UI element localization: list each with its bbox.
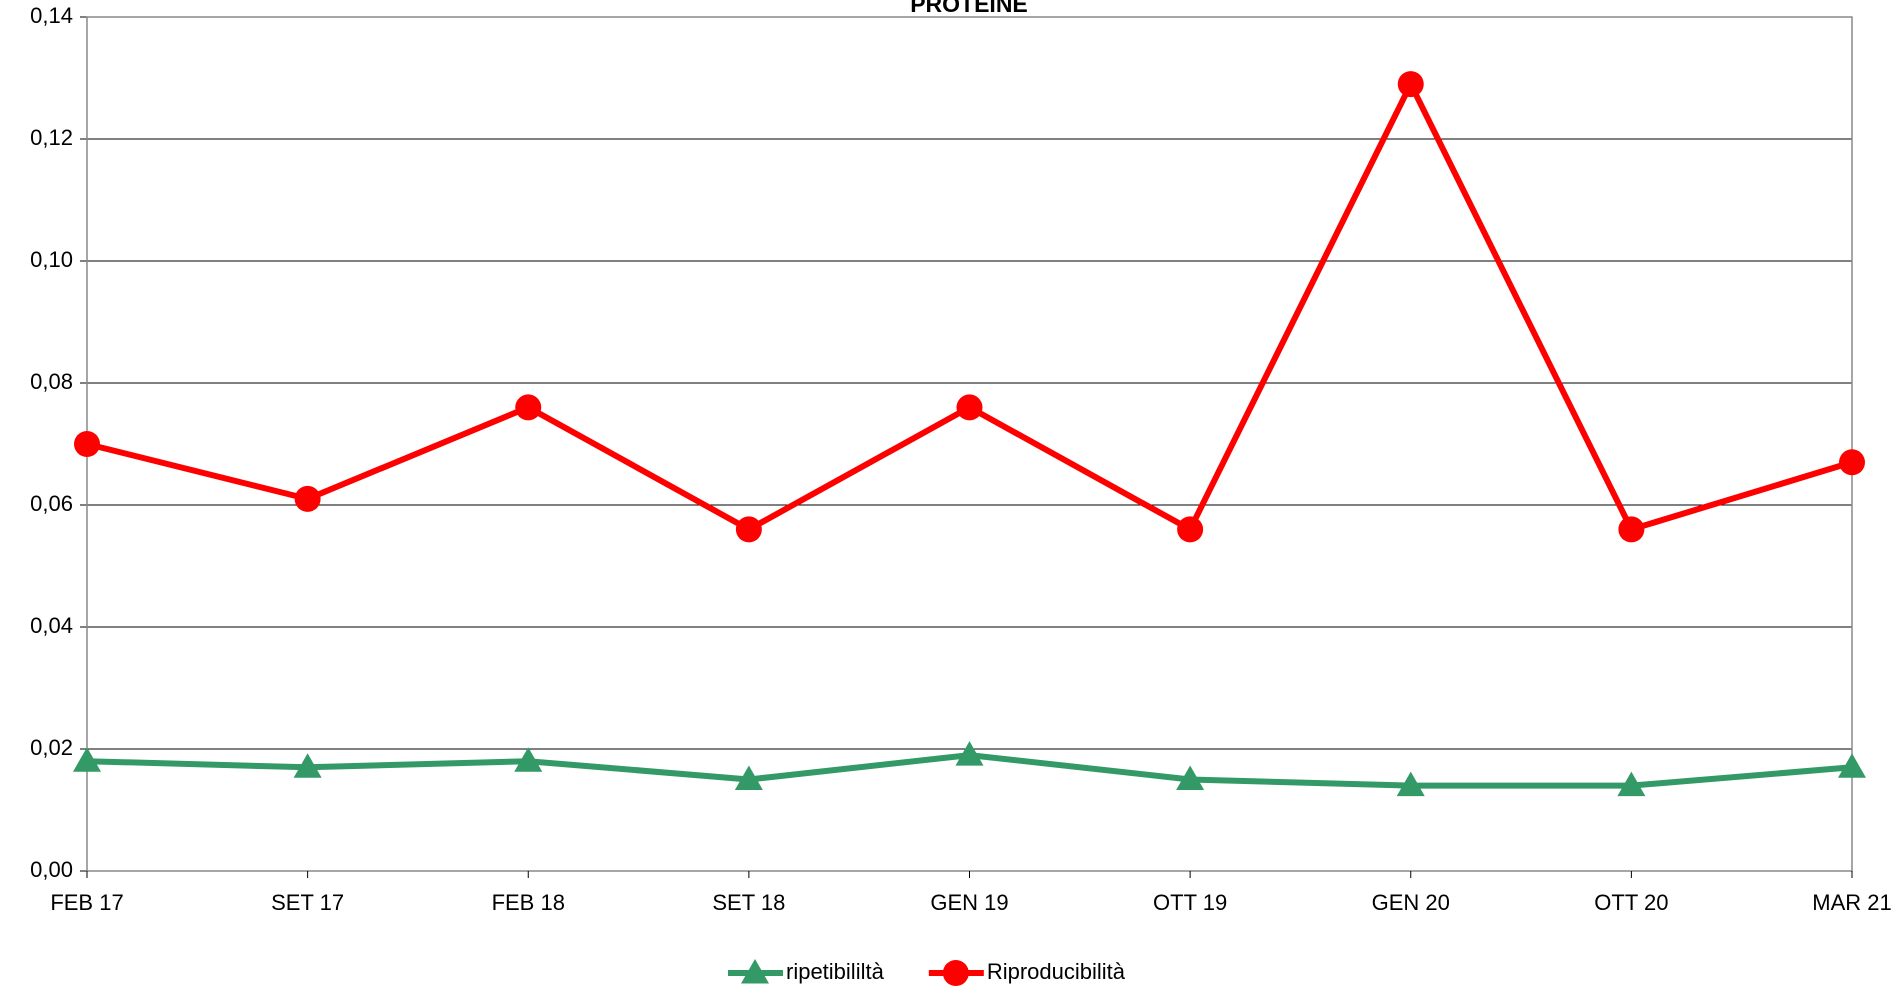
legend-marker: [741, 959, 769, 984]
data-point: [294, 485, 321, 512]
y-tick-label: 0,06: [30, 491, 73, 516]
y-tick-label: 0,14: [30, 3, 73, 28]
series-line: [86, 81, 1853, 533]
data-point: [956, 394, 983, 421]
data-point: [1617, 771, 1646, 797]
data-point: [955, 741, 984, 766]
legend-label: ripetibililtà: [786, 959, 885, 984]
x-tick-label: MAR 21: [1812, 890, 1891, 915]
y-tick-label: 0,08: [30, 369, 73, 394]
data-point: [1397, 71, 1424, 98]
x-tick-label: SET 18: [712, 890, 785, 915]
data-point: [1838, 753, 1866, 778]
x-tick-label: GEN 19: [930, 890, 1008, 915]
y-tick-label: 0,12: [30, 125, 73, 150]
y-tick-label: 0,04: [30, 613, 73, 638]
data-point: [1176, 765, 1205, 790]
data-point: [735, 516, 762, 543]
data-point: [515, 394, 542, 421]
legend-marker: [942, 960, 969, 986]
data-point: [734, 765, 763, 790]
chart-title: PROTEINE: [910, 0, 1028, 17]
x-tick-label: SET 17: [271, 890, 344, 915]
data-point: [514, 747, 543, 772]
legend-label: Riproducibilità: [987, 959, 1126, 984]
data-point: [1177, 516, 1204, 543]
data-point: [293, 753, 322, 778]
data-point: [73, 747, 101, 772]
y-tick-label: 0,00: [30, 857, 73, 882]
data-point: [74, 431, 100, 457]
y-tick-label: 0,10: [30, 247, 73, 272]
y-tick-label: 0,02: [30, 735, 73, 760]
data-point: [1396, 771, 1425, 797]
data-point: [1618, 516, 1645, 543]
x-tick-label: OTT 19: [1153, 890, 1227, 915]
x-tick-label: FEB 18: [492, 890, 565, 915]
x-tick-label: OTT 20: [1594, 890, 1668, 915]
data-point: [1839, 449, 1865, 476]
x-tick-label: FEB 17: [50, 890, 123, 915]
x-tick-label: GEN 20: [1372, 890, 1450, 915]
